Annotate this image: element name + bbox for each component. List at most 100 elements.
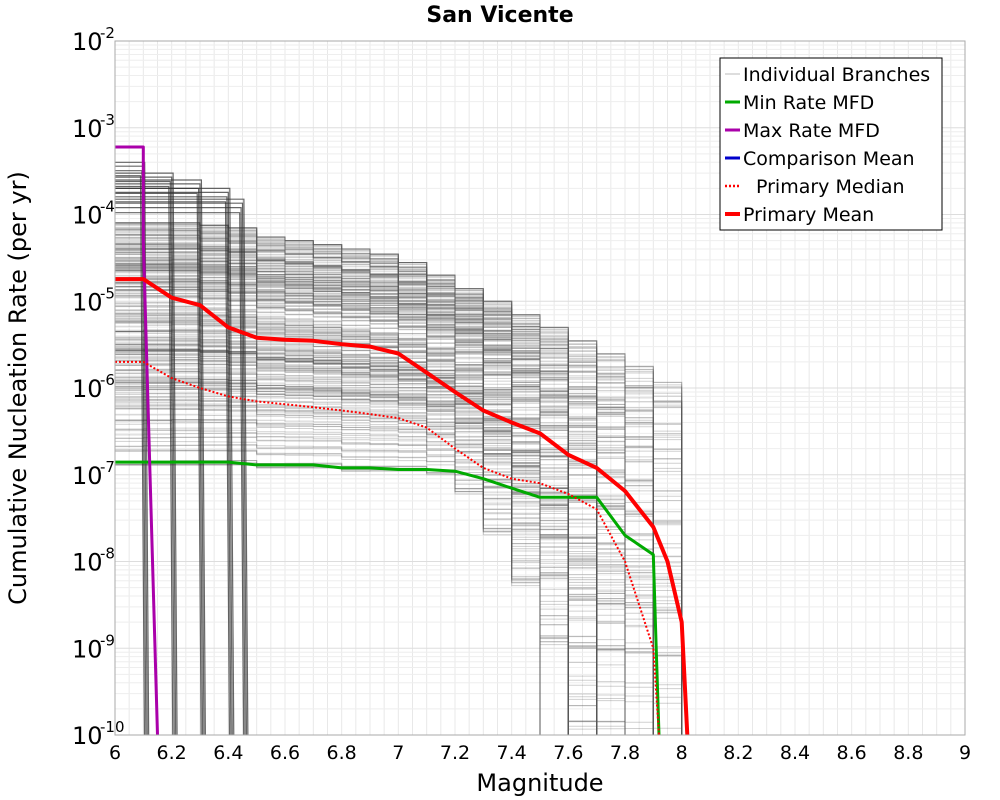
branch-line — [115, 336, 682, 735]
branch-line — [115, 399, 683, 664]
branch-line — [115, 347, 683, 735]
branch-line — [115, 377, 682, 735]
branch-line — [115, 328, 682, 735]
branch-line — [115, 329, 682, 735]
branch-line — [115, 225, 683, 735]
branch-line-early — [115, 180, 175, 735]
branch-line — [115, 364, 682, 735]
x-tick-label: 7.4 — [497, 742, 527, 764]
branch-line — [115, 222, 683, 735]
branch-line — [115, 222, 682, 735]
branch-line — [115, 254, 683, 490]
legend-label: Min Rate MFD — [743, 92, 874, 114]
branch-line — [115, 348, 683, 735]
branch-line — [115, 343, 683, 599]
branch-line — [115, 228, 683, 735]
series-max-rate-mfd — [115, 145, 159, 735]
branch-line — [115, 281, 682, 735]
branch-line — [115, 405, 682, 735]
chart-title: San Vicente — [426, 3, 573, 28]
branch-line — [115, 259, 682, 735]
branch-line — [115, 386, 682, 735]
branch-line — [115, 259, 682, 735]
plot-frame — [114, 40, 966, 736]
branch-line — [115, 368, 683, 609]
branch-line — [115, 267, 682, 735]
branch-line — [115, 254, 682, 735]
y-tick-label: 10-6 — [72, 371, 115, 403]
branch-line — [115, 444, 683, 735]
branch-line — [115, 245, 682, 735]
branch-line — [115, 264, 683, 494]
branch-line — [115, 349, 682, 735]
branch-line-early — [115, 202, 248, 735]
branch-line — [115, 270, 682, 735]
branch-line-early — [115, 201, 231, 735]
branch-line — [115, 283, 682, 735]
y-tick-base: 10 — [72, 462, 103, 490]
branch-line — [115, 321, 682, 735]
branch-line — [115, 286, 682, 735]
branch-line — [115, 282, 682, 735]
branch-line — [115, 368, 683, 618]
branch-line-early — [115, 198, 249, 735]
branch-line — [115, 301, 682, 735]
branch-line — [115, 372, 682, 735]
branch-line — [115, 308, 682, 735]
series-primary-mean — [115, 277, 690, 735]
legend-label: Primary Median — [756, 176, 905, 198]
x-tick-label: 8.4 — [780, 742, 810, 764]
branch-line-early — [115, 212, 245, 735]
branch-line — [115, 289, 682, 735]
branch-line — [115, 289, 682, 735]
branch-line — [115, 387, 683, 735]
branch-line — [115, 263, 683, 735]
branch-line — [115, 321, 683, 735]
branch-line — [115, 278, 682, 735]
branch-line — [115, 295, 682, 735]
y-tick-labels: 10-210-310-410-510-610-710-810-910-10 — [72, 24, 125, 750]
x-tick-label: 6.2 — [157, 742, 187, 764]
branch-line — [115, 349, 683, 610]
branch-line — [115, 350, 683, 591]
branch-line — [115, 285, 682, 735]
x-axis-label: Magnitude — [476, 769, 603, 797]
y-tick-base: 10 — [72, 288, 103, 316]
branch-line — [115, 277, 682, 735]
branch-line — [115, 363, 682, 735]
branch-line — [115, 380, 683, 635]
branch-line — [115, 353, 683, 735]
branch-line — [115, 266, 682, 735]
legend-label: Individual Branches — [743, 64, 930, 86]
branch-line — [115, 449, 682, 735]
y-tick-label: 10-8 — [72, 545, 115, 577]
branch-line — [115, 286, 682, 735]
x-tick-label: 8.2 — [723, 742, 753, 764]
branch-line — [115, 314, 682, 735]
branch-line — [115, 288, 682, 735]
branch-line — [115, 251, 682, 735]
branch-line — [115, 339, 683, 584]
branch-line — [115, 286, 682, 735]
branch-line — [115, 247, 682, 735]
branch-line — [115, 340, 683, 735]
branch-line — [115, 222, 682, 735]
y-tick-exponent: -4 — [100, 198, 115, 216]
branch-line-early — [115, 185, 174, 735]
branch-line — [115, 285, 682, 735]
branch-line-early — [115, 187, 235, 735]
branch-line-early — [115, 207, 246, 735]
branch-line — [115, 403, 683, 735]
x-tick-label: 7.2 — [440, 742, 470, 764]
branch-line — [115, 314, 683, 545]
y-tick-label: 10-2 — [72, 24, 115, 56]
branch-line — [115, 259, 682, 735]
branch-line — [115, 242, 683, 735]
branch-line — [115, 349, 682, 735]
branch-line — [115, 243, 682, 735]
branch-line — [115, 392, 683, 636]
branch-line — [115, 272, 682, 735]
branch-line — [115, 292, 682, 735]
branch-line — [115, 252, 682, 735]
